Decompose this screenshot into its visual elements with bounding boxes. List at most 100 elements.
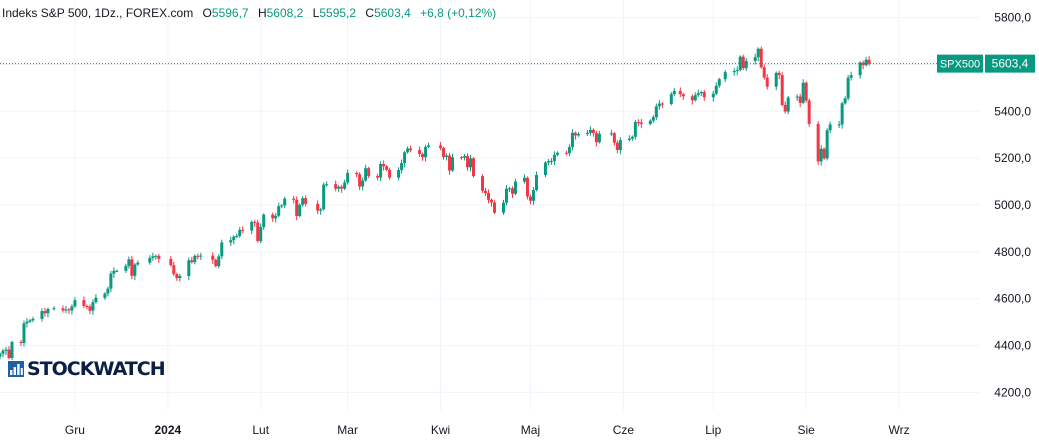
candle-body: [325, 184, 329, 186]
candle-body: [534, 175, 538, 191]
candle-body: [235, 235, 239, 237]
candle-body: [460, 157, 464, 159]
high-label: H: [257, 6, 267, 20]
candle-body: [738, 56, 742, 71]
candle-body: [109, 273, 113, 289]
candle-body: [633, 122, 637, 137]
candle-body: [94, 297, 98, 303]
price-tag-value-bg: [985, 54, 1035, 73]
candle-body: [427, 145, 431, 147]
candle-body: [756, 48, 760, 58]
candle-body: [564, 152, 568, 154]
candle-body: [717, 79, 721, 86]
candle-body: [849, 75, 853, 78]
candle-body: [199, 255, 203, 257]
symbol-title[interactable]: Indeks S&P 500, 1Dz., FOREX.com: [2, 6, 194, 20]
candle-body: [711, 93, 715, 98]
candle-body: [172, 265, 176, 275]
time-axis[interactable]: Gru 2024 Lut Mar Kwi Maj Cze Lip Sie Wrz: [65, 423, 910, 437]
candle-body: [648, 120, 652, 124]
candle-body: [525, 177, 529, 197]
candle-body: [783, 104, 787, 112]
candle-body: [765, 77, 769, 87]
candle-body: [714, 85, 718, 94]
candle-body: [481, 176, 485, 191]
candle-body: [25, 321, 29, 324]
candle-body: [388, 169, 392, 178]
candle-body: [546, 161, 550, 163]
candle-body: [46, 309, 50, 314]
candle-body: [406, 148, 410, 153]
candle-body: [594, 133, 598, 143]
candle-body: [795, 96, 799, 98]
change-value: +6,8 (+0,12%): [420, 6, 497, 20]
candle-body: [103, 293, 107, 298]
candle-body: [112, 270, 116, 274]
candle-body: [274, 215, 278, 219]
candle-body: [861, 62, 865, 66]
candle-body: [510, 188, 514, 194]
candle-body: [858, 62, 862, 76]
candle-body: [382, 164, 386, 167]
candle-body: [271, 214, 275, 219]
candle-body: [106, 288, 110, 294]
candle-body: [660, 103, 664, 105]
candle-body: [397, 170, 401, 178]
x-tick-label: Kwi: [431, 423, 450, 437]
candle-body: [115, 270, 119, 272]
candle-body: [651, 117, 655, 121]
candle-body: [816, 123, 820, 162]
x-tick-label: Mar: [337, 423, 358, 437]
candle-body: [463, 156, 467, 158]
candle-body: [1, 350, 5, 354]
candle-body: [40, 311, 44, 319]
candle-body: [358, 174, 362, 187]
candle-body: [229, 240, 233, 243]
candle-body: [175, 274, 179, 279]
candle-body: [699, 92, 703, 94]
candle-body: [421, 153, 425, 158]
candle-body: [10, 342, 14, 358]
candle-body: [157, 255, 161, 259]
candle-body: [672, 90, 676, 95]
candle-body: [130, 259, 134, 276]
candle-body: [609, 133, 613, 135]
candle-body: [91, 302, 95, 311]
candle-body: [280, 205, 284, 207]
x-tick-label: Lut: [252, 423, 269, 437]
candle-body: [585, 132, 589, 135]
candle-body: [316, 203, 320, 211]
candle-body: [292, 198, 296, 200]
candle-body: [151, 256, 155, 258]
candle-body: [639, 122, 643, 124]
candle-body: [591, 129, 595, 134]
candle-body: [241, 229, 245, 231]
high-value: 5608,2: [266, 6, 304, 20]
candle-body: [864, 59, 868, 66]
candle-body: [295, 199, 299, 217]
symbol-legend: Indeks S&P 500, 1Dz., FOREX.com O5596,7 …: [2, 6, 496, 20]
close-value: 5603,4: [374, 6, 411, 20]
candle-body: [133, 264, 137, 276]
candle-body: [654, 106, 658, 118]
candle-body: [472, 158, 476, 177]
low-value: 5595,2: [319, 6, 357, 20]
candle-body: [220, 242, 224, 257]
candle-body: [522, 177, 526, 182]
candle-body: [400, 163, 404, 171]
candle-body: [31, 318, 35, 321]
candle-body: [19, 342, 23, 344]
candle-body: [253, 221, 257, 223]
candle-body: [259, 227, 263, 242]
candle-body: [501, 202, 505, 213]
candle-body: [169, 258, 173, 266]
candle-body: [187, 260, 191, 276]
price-tag-value: 5603,4: [992, 57, 1029, 71]
candle-body: [376, 175, 380, 178]
candle-body: [846, 77, 850, 99]
candle-body: [780, 74, 784, 105]
candle-body: [70, 306, 74, 311]
candle-body: [528, 196, 532, 201]
candle-body: [469, 158, 473, 168]
